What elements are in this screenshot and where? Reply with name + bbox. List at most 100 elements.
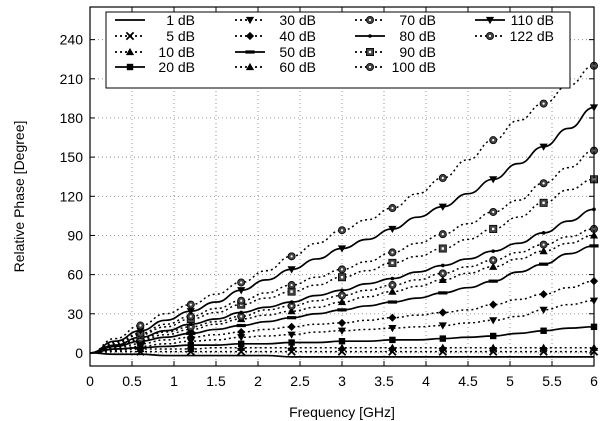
legend-marker [485, 16, 495, 25]
data-point-center [391, 251, 394, 254]
legend-marker-center [368, 50, 372, 54]
legend-item: 5 dB [115, 28, 195, 44]
legend-label: 1 dB [166, 12, 195, 28]
x-tick-label: 0.5 [122, 373, 142, 389]
series-70db [89, 224, 599, 354]
y-tick-label: 60 [67, 267, 83, 283]
data-point [540, 327, 547, 334]
legend-marker-center [488, 34, 492, 38]
x-tick-label: 2.5 [290, 373, 310, 389]
data-point-center [492, 210, 495, 214]
data-point-center [340, 229, 344, 232]
data-point [237, 327, 246, 337]
data-point-center [340, 268, 344, 271]
legend-item: 50 dB [235, 44, 316, 60]
y-tick-label: 30 [67, 306, 83, 322]
data-point [438, 275, 447, 283]
series-1db [89, 352, 594, 358]
data-point-center [240, 299, 243, 302]
data-point [287, 307, 296, 315]
data-point-center [391, 283, 394, 287]
data-point [239, 310, 243, 315]
series-50db [89, 244, 599, 354]
data-point [489, 262, 498, 270]
legend-label: 80 dB [399, 28, 436, 44]
data-point-center [139, 324, 142, 327]
legend-item: 80 dB [355, 28, 436, 44]
legend-marker-center [368, 65, 372, 69]
data-point-center [492, 139, 495, 142]
legend-marker [368, 34, 372, 38]
data-point-center [441, 272, 444, 275]
data-point [136, 327, 145, 335]
data-point [491, 249, 496, 253]
x-tick-label: 5.5 [542, 373, 562, 389]
series-122db [89, 61, 599, 354]
data-point [287, 331, 296, 339]
data-point [237, 334, 246, 342]
data-point [186, 308, 195, 316]
data-point-center [290, 304, 293, 308]
y-tick-label: 240 [60, 32, 84, 48]
data-point-center [290, 283, 293, 287]
y-tick-label: 210 [60, 71, 84, 87]
data-point [438, 203, 447, 211]
x-tick-label: 6 [590, 373, 598, 389]
x-tick-label: 2 [254, 373, 262, 389]
data-point-center [340, 276, 344, 279]
legend-label: 90 dB [399, 44, 436, 60]
legend-marker [125, 47, 135, 56]
data-point-center [492, 259, 495, 262]
data-point-center [492, 227, 495, 231]
axes: 0 0.5 1 1.5 2 2.5 3 3.5 4 4.5 5 5.5 6030609012015018… [60, 7, 598, 389]
data-point [337, 343, 347, 351]
x-tick-label: 1.5 [206, 373, 226, 389]
series-90db [89, 175, 599, 354]
legend-label: 110 dB [511, 12, 554, 28]
series-80db [89, 207, 596, 354]
data-point-center [542, 243, 545, 246]
data-point [136, 339, 145, 348]
series-line [89, 64, 595, 354]
legend-marker [245, 16, 255, 25]
legend-marker [126, 63, 134, 71]
data-point [337, 297, 347, 306]
legend-item: 20 dB [115, 59, 195, 75]
x-tick-label: 4.5 [458, 373, 478, 389]
data-point [441, 263, 445, 268]
data-point [288, 339, 295, 346]
legend-item: 60 dB [235, 59, 316, 75]
data-point [489, 300, 498, 309]
data-point [237, 287, 246, 295]
data-point [337, 318, 347, 328]
series-40db [89, 277, 599, 354]
legend-item: 122 dB [475, 28, 554, 44]
data-point [438, 343, 447, 351]
legend-marker [245, 62, 255, 71]
data-point-center [240, 281, 243, 284]
data-point [539, 306, 548, 314]
data-point [237, 343, 246, 351]
legend-item: 40 dB [235, 28, 316, 44]
data-point [490, 332, 497, 340]
x-tick-label: 4 [422, 373, 430, 389]
data-point [388, 287, 397, 295]
data-point [388, 343, 397, 351]
data-point-center [542, 201, 545, 205]
legend-label: 5 dB [166, 28, 195, 44]
y-tick-label: 150 [60, 149, 84, 165]
data-point-center [542, 182, 545, 185]
data-point [389, 336, 396, 344]
data-point [238, 340, 245, 348]
legend-item: 10 dB [115, 44, 195, 60]
data-point [337, 327, 347, 335]
data-point [439, 335, 446, 342]
series-line [89, 346, 595, 354]
data-point-center [189, 303, 192, 306]
legend-box [105, 11, 571, 89]
data-point-center [189, 315, 192, 318]
data-point [340, 288, 344, 293]
data-point-center [290, 255, 293, 258]
data-point [287, 343, 296, 351]
